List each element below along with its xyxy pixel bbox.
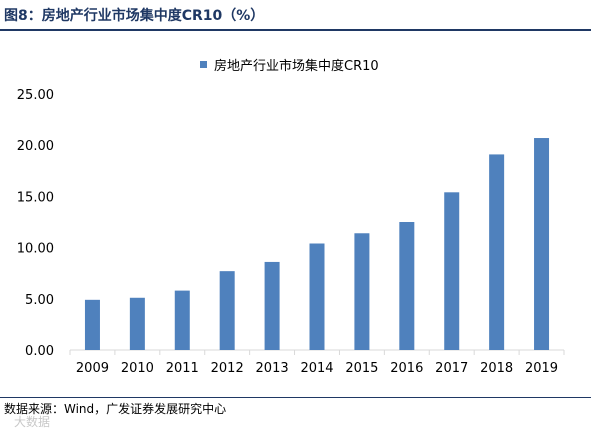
x-tick-label: 2017	[435, 361, 468, 376]
x-tick-label: 2011	[166, 361, 199, 376]
y-tick-label: 5.00	[25, 293, 54, 308]
y-tick-label: 15.00	[17, 190, 54, 205]
chart-legend: 房地产行业市场集中度CR10	[200, 55, 379, 74]
bar-2012	[219, 271, 235, 350]
bar-2009	[84, 299, 100, 350]
data-source-note: 数据来源：Wind，广发证券发展研究中心	[4, 402, 227, 416]
bar-2019	[534, 138, 550, 350]
x-tick-label: 2018	[480, 361, 513, 376]
bar-2016	[399, 222, 415, 350]
x-tick-label: 2013	[256, 361, 289, 376]
legend-swatch	[200, 61, 207, 68]
y-tick-label: 0.00	[25, 344, 54, 359]
x-tick-label: 2010	[121, 361, 154, 376]
x-tick-label: 2019	[525, 361, 558, 376]
y-tick-label: 20.00	[17, 139, 54, 154]
bar-2013	[264, 261, 280, 350]
watermark: 大数据	[14, 415, 51, 429]
bar-2015	[354, 233, 370, 350]
bar-2017	[444, 192, 460, 350]
bar-2014	[309, 243, 325, 350]
x-tick-label: 2009	[76, 361, 109, 376]
figure-title: 图8：房地产行业市场集中度CR10（%）	[4, 8, 265, 24]
x-tick-label: 2016	[390, 361, 423, 376]
source-divider	[0, 397, 591, 398]
x-tick-label: 2012	[211, 361, 244, 376]
title-underline	[0, 29, 591, 31]
bar-2018	[489, 154, 505, 350]
y-tick-label: 10.00	[17, 242, 54, 257]
x-tick-label: 2015	[345, 361, 378, 376]
x-tick-label: 2014	[300, 361, 333, 376]
legend-label: 房地产行业市场集中度CR10	[214, 59, 379, 74]
bar-chart: 0.00 5.00 10.00 15.00 20.00 25.00 2009 2010 2011…	[17, 88, 565, 376]
y-tick-label: 25.00	[17, 88, 54, 103]
bar-2011	[174, 290, 190, 350]
bar-2010	[129, 297, 145, 350]
